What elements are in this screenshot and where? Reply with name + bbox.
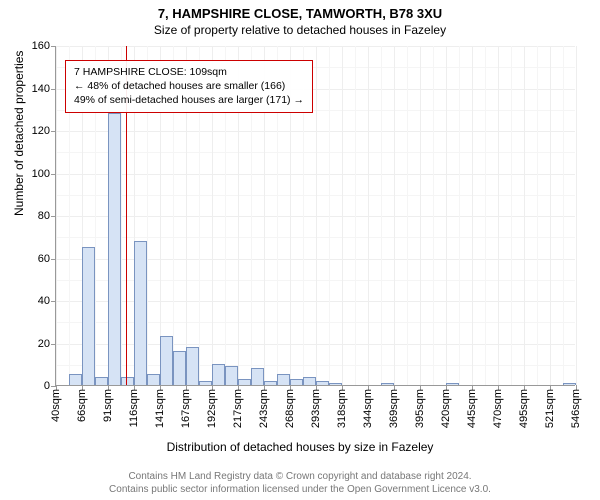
histogram-bar bbox=[563, 383, 576, 385]
xtick-label: 318sqm bbox=[336, 385, 348, 428]
gridline-v bbox=[394, 46, 395, 385]
footer-line-1: Contains HM Land Registry data © Crown c… bbox=[0, 471, 600, 484]
histogram-bar bbox=[108, 113, 121, 385]
ytick-label: 120 bbox=[32, 125, 56, 137]
xtick-label: 293sqm bbox=[310, 385, 322, 428]
xtick-label: 167sqm bbox=[180, 385, 192, 428]
histogram-bar bbox=[121, 377, 134, 386]
gridline-v-minor bbox=[537, 46, 538, 385]
y-axis-label: Number of detached properties bbox=[12, 51, 26, 216]
xtick-label: 91sqm bbox=[102, 385, 114, 422]
gridline-v-minor bbox=[355, 46, 356, 385]
gridline-v-minor bbox=[459, 46, 460, 385]
histogram-bar bbox=[69, 374, 82, 385]
histogram-bar bbox=[264, 381, 277, 385]
histogram-bar bbox=[381, 383, 394, 385]
ytick-label: 140 bbox=[32, 83, 56, 95]
gridline-v bbox=[56, 46, 57, 385]
histogram-bar bbox=[251, 368, 264, 385]
histogram-bar bbox=[225, 366, 238, 385]
gridline-v-minor bbox=[563, 46, 564, 385]
gridline-v-minor bbox=[329, 46, 330, 385]
xtick-label: 141sqm bbox=[154, 385, 166, 428]
footer-attribution: Contains HM Land Registry data © Crown c… bbox=[0, 471, 600, 496]
ytick-label: 20 bbox=[38, 338, 56, 350]
gridline-v bbox=[524, 46, 525, 385]
histogram-bar bbox=[277, 374, 290, 385]
gridline-v bbox=[446, 46, 447, 385]
histogram-bar bbox=[147, 374, 160, 385]
chart-title-sub: Size of property relative to detached ho… bbox=[0, 21, 600, 37]
xtick-label: 395sqm bbox=[414, 385, 426, 428]
gridline-v bbox=[498, 46, 499, 385]
histogram-bar bbox=[316, 381, 329, 385]
gridline-v bbox=[342, 46, 343, 385]
histogram-bar bbox=[134, 241, 147, 386]
gridline-v-minor bbox=[407, 46, 408, 385]
legend-line-larger: 49% of semi-detached houses are larger (… bbox=[74, 93, 304, 107]
xtick-label: 445sqm bbox=[466, 385, 478, 428]
histogram-bar bbox=[329, 383, 342, 385]
xtick-label: 192sqm bbox=[206, 385, 218, 428]
histogram-bar bbox=[199, 381, 212, 385]
ytick-label: 100 bbox=[32, 168, 56, 180]
histogram-bar bbox=[95, 377, 108, 386]
histogram-bar bbox=[160, 336, 173, 385]
chart-plot-area: 02040608010012014016040sqm66sqm91sqm116s… bbox=[55, 46, 575, 386]
ytick-label: 60 bbox=[38, 253, 56, 265]
legend-line-smaller: ← 48% of detached houses are smaller (16… bbox=[74, 79, 304, 93]
xtick-label: 369sqm bbox=[388, 385, 400, 428]
xtick-label: 420sqm bbox=[440, 385, 452, 428]
xtick-label: 546sqm bbox=[570, 385, 582, 428]
histogram-bar bbox=[446, 383, 459, 385]
ytick-label: 40 bbox=[38, 295, 56, 307]
footer-line-2: Contains public sector information licen… bbox=[0, 484, 600, 497]
xtick-label: 495sqm bbox=[518, 385, 530, 428]
gridline-v-minor bbox=[485, 46, 486, 385]
xtick-label: 268sqm bbox=[284, 385, 296, 428]
histogram-bar bbox=[173, 351, 186, 385]
histogram-bar bbox=[212, 364, 225, 385]
gridline-v-minor bbox=[381, 46, 382, 385]
histogram-bar bbox=[303, 377, 316, 386]
gridline-v bbox=[420, 46, 421, 385]
xtick-label: 217sqm bbox=[232, 385, 244, 428]
gridline-v-minor bbox=[433, 46, 434, 385]
gridline-v bbox=[472, 46, 473, 385]
xtick-label: 344sqm bbox=[362, 385, 374, 428]
xtick-label: 470sqm bbox=[492, 385, 504, 428]
x-axis-label: Distribution of detached houses by size … bbox=[0, 440, 600, 454]
histogram-bar bbox=[82, 247, 95, 385]
gridline-v bbox=[368, 46, 369, 385]
histogram-bar bbox=[186, 347, 199, 385]
gridline-v bbox=[316, 46, 317, 385]
xtick-label: 521sqm bbox=[544, 385, 556, 428]
ytick-label: 160 bbox=[32, 40, 56, 52]
xtick-label: 40sqm bbox=[50, 385, 62, 422]
gridline-v-minor bbox=[511, 46, 512, 385]
chart-title-main: 7, HAMPSHIRE CLOSE, TAMWORTH, B78 3XU bbox=[0, 0, 600, 21]
histogram-bar bbox=[290, 379, 303, 385]
histogram-bar bbox=[238, 379, 251, 385]
gridline-v bbox=[576, 46, 577, 385]
xtick-label: 116sqm bbox=[128, 385, 140, 427]
xtick-label: 243sqm bbox=[258, 385, 270, 428]
ytick-label: 80 bbox=[38, 210, 56, 222]
gridline-v bbox=[550, 46, 551, 385]
legend-title: 7 HAMPSHIRE CLOSE: 109sqm bbox=[74, 65, 304, 79]
xtick-label: 66sqm bbox=[76, 385, 88, 422]
marker-legend: 7 HAMPSHIRE CLOSE: 109sqm ← 48% of detac… bbox=[65, 60, 313, 113]
